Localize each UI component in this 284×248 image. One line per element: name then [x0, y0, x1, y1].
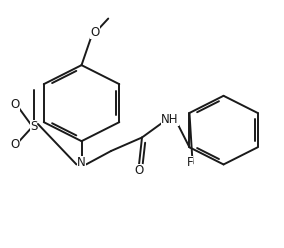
Text: O: O: [10, 138, 20, 151]
Text: O: O: [90, 26, 100, 38]
Text: NH: NH: [161, 113, 179, 125]
Text: O: O: [134, 164, 143, 177]
Text: S: S: [30, 120, 37, 133]
Text: F: F: [187, 155, 193, 168]
Text: N: N: [77, 155, 86, 168]
Text: O: O: [10, 98, 20, 111]
